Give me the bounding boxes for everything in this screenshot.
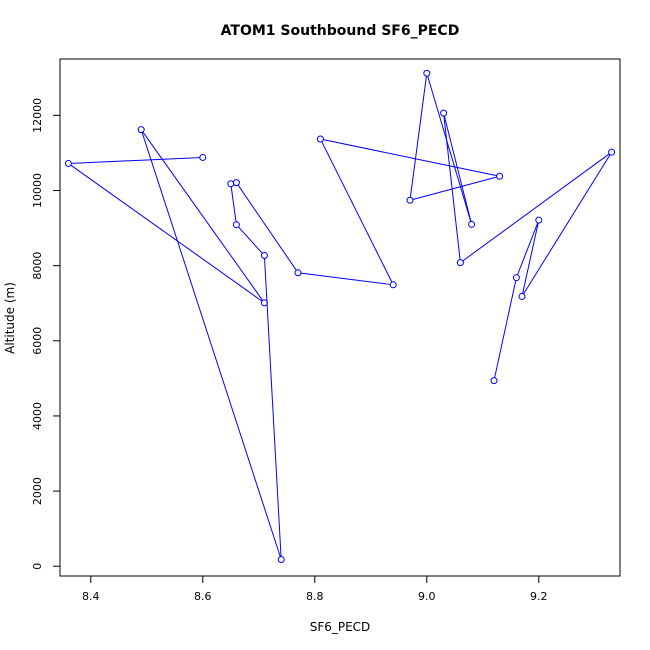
y-tick-label: 12000: [31, 98, 44, 133]
data-point: [294, 269, 302, 277]
y-tick-label: 2000: [31, 477, 44, 505]
y-tick-label: 8000: [31, 252, 44, 280]
series-segment: [321, 141, 393, 283]
data-point: [137, 126, 145, 134]
data-point: [260, 299, 268, 307]
data-point: [277, 555, 285, 563]
data-point: [232, 179, 240, 187]
data-point: [535, 216, 543, 224]
series-segment: [264, 258, 282, 557]
series-segment: [443, 115, 472, 222]
data-point: [518, 292, 526, 300]
x-tick-label: 9.2: [530, 590, 548, 603]
data-point: [456, 259, 464, 267]
x-axis: 8.4 8.6 8.8 9.0 9.2: [82, 576, 548, 603]
series-segment: [141, 132, 281, 557]
x-tick-label: 8.8: [306, 590, 324, 603]
y-tick-label: 6000: [31, 327, 44, 355]
data-point: [227, 180, 235, 188]
x-axis-label: SF6_PECD: [310, 620, 371, 634]
series-segment: [462, 153, 610, 262]
y-axis: 0 2000 4000 6000 8000 10000 12000: [31, 98, 60, 570]
series-segment: [494, 280, 517, 378]
series-segment: [71, 157, 200, 164]
series-segment: [70, 164, 263, 302]
data-point: [490, 377, 498, 385]
series-segment: [409, 76, 427, 198]
data-point: [496, 172, 504, 180]
series-segment: [412, 176, 497, 200]
plot-frame: [59, 58, 621, 577]
y-tick-label: 0: [31, 563, 44, 570]
x-tick-label: 8.4: [82, 590, 100, 603]
series-segment: [427, 76, 472, 222]
data-point: [512, 274, 520, 282]
chart-title: ATOM1 Southbound SF6_PECD: [221, 23, 460, 39]
data-point: [199, 153, 207, 161]
series-segment: [230, 186, 237, 222]
series-segment: [523, 154, 611, 295]
series-segment: [238, 226, 263, 254]
data-point: [406, 196, 414, 204]
data-point: [423, 69, 431, 77]
series-segment: [522, 223, 539, 294]
series-layer: [64, 69, 616, 563]
x-tick-label: 8.6: [194, 590, 212, 603]
series-segment: [142, 131, 264, 301]
data-point: [232, 221, 240, 229]
data-point: [468, 220, 476, 228]
data-point: [608, 148, 616, 156]
data-point: [389, 281, 397, 289]
data-point: [260, 252, 268, 260]
y-tick-label: 10000: [31, 173, 44, 208]
y-axis-label: Altitude (m): [3, 282, 17, 354]
data-point: [440, 109, 448, 117]
data-point: [316, 135, 324, 143]
series-segment: [323, 139, 497, 177]
y-tick-label: 4000: [31, 402, 44, 430]
x-tick-label: 9.0: [418, 590, 436, 603]
series-segment: [300, 272, 391, 285]
series-segment: [517, 222, 539, 276]
series-segment: [237, 184, 297, 271]
data-point: [64, 159, 72, 167]
